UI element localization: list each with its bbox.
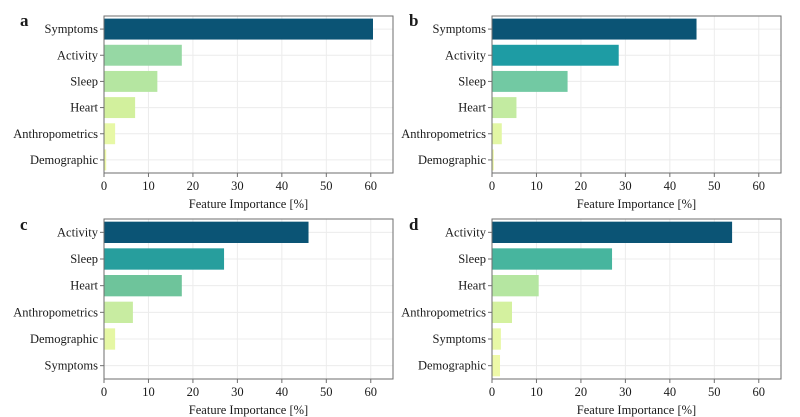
category-label: Symptoms: [433, 332, 487, 346]
bar-heart: [492, 275, 539, 297]
category-label: Demographic: [418, 153, 486, 167]
x-tick-label: 60: [365, 385, 378, 399]
category-label: Activity: [57, 48, 99, 62]
x-tick-label: 20: [575, 385, 588, 399]
bar-heart: [104, 97, 136, 119]
category-label: Activity: [445, 48, 487, 62]
category-label: Anthropometrics: [401, 127, 486, 141]
category-label: Sleep: [70, 74, 98, 88]
x-tick-label: 10: [530, 179, 543, 193]
bar-demographic: [104, 328, 116, 350]
panel-a: Symptoms Activity Sleep Heart Anthropometric…: [13, 11, 394, 211]
category-label: Sleep: [458, 252, 486, 266]
bar-anthropometrics: [104, 301, 133, 323]
x-tick-label: 0: [101, 179, 107, 193]
x-tick-label: 10: [142, 179, 155, 193]
x-tick-label: 20: [575, 179, 588, 193]
x-tick-label: 30: [619, 179, 632, 193]
category-label: Heart: [70, 101, 98, 115]
bar-symptoms: [492, 328, 501, 350]
category-label: Symptoms: [45, 359, 99, 373]
x-tick-label: 40: [276, 385, 289, 399]
bar-sleep: [104, 248, 225, 270]
category-label: Symptoms: [433, 22, 487, 36]
category-label: Anthropometrics: [13, 305, 98, 319]
bar-heart: [492, 97, 517, 119]
plot-frame: [491, 218, 782, 380]
x-tick-label: 0: [489, 385, 495, 399]
x-tick-label: 10: [530, 385, 543, 399]
x-axis-title: Feature Importance [%]: [577, 403, 696, 417]
bar-anthropometrics: [492, 123, 502, 145]
plot-frame: [103, 218, 394, 380]
panel-label: c: [20, 215, 28, 234]
category-label: Symptoms: [45, 22, 99, 36]
x-tick-label: 60: [753, 179, 766, 193]
x-tick-label: 60: [753, 385, 766, 399]
x-tick-label: 10: [142, 385, 155, 399]
x-tick-label: 50: [708, 179, 721, 193]
bar-activity: [104, 44, 182, 66]
bar-sleep: [492, 248, 613, 270]
bar-demographic: [104, 149, 107, 171]
bar-activity: [492, 221, 733, 243]
x-tick-label: 50: [320, 179, 333, 193]
bar-activity: [492, 44, 619, 66]
x-tick-label: 30: [619, 385, 632, 399]
x-tick-label: 40: [664, 385, 677, 399]
category-label: Demographic: [418, 359, 486, 373]
x-tick-label: 0: [489, 179, 495, 193]
bar-sleep: [492, 70, 568, 92]
bar-symptoms: [104, 18, 373, 40]
panel-c: Activity Sleep Heart Anthropometrics Demogra…: [13, 215, 394, 417]
bar-anthropometrics: [492, 301, 513, 323]
bar-demographic: [492, 355, 501, 377]
x-axis-title: Feature Importance [%]: [577, 197, 696, 211]
x-axis-title: Feature Importance [%]: [189, 197, 308, 211]
x-tick-label: 50: [320, 385, 333, 399]
bar-anthropometrics: [104, 123, 116, 145]
bar-heart: [104, 275, 182, 297]
bar-symptoms: [492, 18, 697, 40]
category-label: Heart: [458, 279, 486, 293]
panel-b: Symptoms Activity Sleep Heart Anthropometric…: [401, 11, 782, 211]
plot-frame: [103, 15, 394, 174]
category-label: Anthropometrics: [13, 127, 98, 141]
bar-demographic: [492, 149, 494, 171]
category-label: Activity: [57, 225, 99, 239]
category-label: Heart: [70, 279, 98, 293]
bar-activity: [104, 221, 309, 243]
x-tick-label: 20: [187, 385, 200, 399]
x-tick-label: 40: [276, 179, 289, 193]
category-label: Activity: [445, 225, 487, 239]
x-tick-label: 0: [101, 385, 107, 399]
category-label: Demographic: [30, 332, 98, 346]
x-tick-label: 40: [664, 179, 677, 193]
panel-label: b: [409, 11, 418, 30]
plot-frame: [491, 15, 782, 174]
panel-label: a: [20, 11, 29, 30]
x-tick-label: 50: [708, 385, 721, 399]
x-tick-label: 30: [231, 385, 244, 399]
x-tick-label: 20: [187, 179, 200, 193]
category-label: Heart: [458, 101, 486, 115]
panel-label: d: [409, 215, 419, 234]
x-tick-label: 30: [231, 179, 244, 193]
category-label: Demographic: [30, 153, 98, 167]
category-label: Sleep: [458, 74, 486, 88]
x-tick-label: 60: [365, 179, 378, 193]
bar-sleep: [104, 70, 158, 92]
category-label: Anthropometrics: [401, 305, 486, 319]
x-axis-title: Feature Importance [%]: [189, 403, 308, 417]
panel-d: Activity Sleep Heart Anthropometrics Symptom…: [401, 215, 782, 417]
category-label: Sleep: [70, 252, 98, 266]
